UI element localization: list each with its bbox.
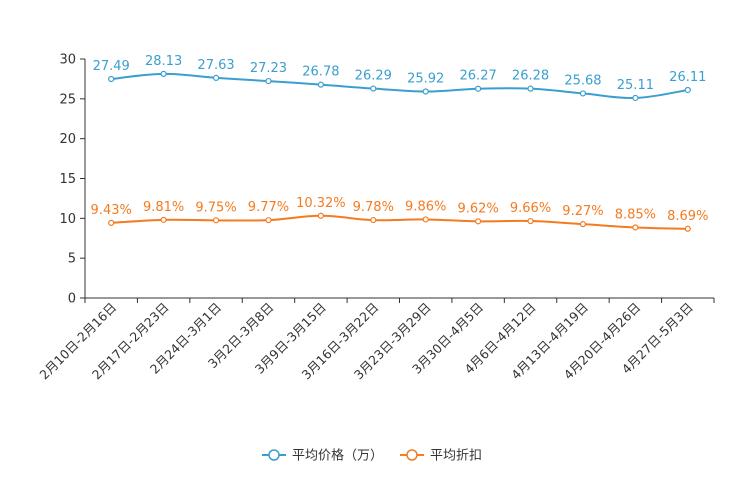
data-label: 8.69% — [667, 209, 708, 224]
legend-label: 平均价格（万） — [292, 448, 383, 464]
data-label: 9.66% — [510, 201, 551, 216]
data-point — [475, 85, 482, 92]
data-point — [632, 224, 639, 231]
data-point — [422, 88, 429, 95]
legend-marker-icon — [268, 449, 280, 461]
data-point — [579, 90, 587, 97]
data-label: 25.11 — [617, 78, 654, 93]
y-tick-label: 5 — [68, 252, 76, 267]
y-tick-label: 15 — [59, 172, 76, 187]
data-label: 25.68 — [564, 73, 601, 88]
data-point — [265, 77, 272, 85]
data-point — [684, 225, 691, 232]
data-point — [579, 221, 587, 228]
data-label: 26.29 — [355, 69, 392, 84]
y-tick-label: 25 — [59, 92, 76, 107]
data-label: 26.27 — [460, 69, 497, 84]
data-label: 25.92 — [407, 72, 444, 87]
data-point — [265, 217, 272, 224]
data-label: 9.43% — [91, 203, 132, 218]
data-label: 26.28 — [512, 69, 549, 84]
data-point — [422, 216, 429, 223]
data-label: 9.75% — [195, 200, 236, 215]
y-tick-label: 30 — [59, 53, 76, 68]
data-point — [370, 85, 377, 92]
data-label: 26.78 — [302, 65, 339, 80]
y-tick-label: 0 — [68, 292, 76, 307]
y-tick-label: 10 — [59, 212, 76, 227]
data-label: 9.27% — [562, 204, 603, 219]
data-label: 26.11 — [669, 70, 706, 85]
data-point — [108, 75, 115, 83]
y-tick-label: 20 — [59, 132, 76, 147]
series-line-1 — [111, 214, 688, 230]
data-labels: 27.49 28.13 27.63 27.23 26.78 26.29 25.92 26.27… — [91, 54, 709, 224]
data-point — [317, 81, 324, 88]
data-point — [160, 216, 167, 223]
data-label: 27.63 — [197, 58, 234, 73]
data-label: 9.81% — [143, 200, 184, 215]
legend-label: 平均折扣 — [430, 449, 482, 464]
data-point — [108, 219, 115, 226]
data-point — [212, 74, 220, 81]
axes: 0510152025302月10日-2月16日2月17日-2月23日2月24日-… — [36, 53, 715, 382]
series-layer — [108, 70, 691, 232]
data-label: 9.77% — [248, 200, 289, 215]
data-point — [317, 212, 324, 219]
data-point — [632, 94, 639, 102]
data-label: 27.23 — [250, 61, 287, 76]
data-label: 9.78% — [353, 200, 394, 215]
data-label: 27.49 — [93, 59, 130, 74]
data-point — [527, 85, 534, 92]
legend-marker-icon — [406, 449, 418, 461]
data-point — [684, 86, 691, 94]
data-point — [527, 217, 534, 225]
legend-item-0[interactable]: 平均价格（万） — [262, 448, 383, 464]
legend-item-1[interactable]: 平均折扣 — [400, 449, 482, 464]
data-point — [212, 217, 220, 224]
data-label: 28.13 — [145, 54, 182, 69]
data-point — [160, 70, 167, 77]
data-label: 10.32% — [296, 196, 346, 211]
data-label: 8.85% — [615, 207, 656, 222]
data-label: 9.86% — [405, 199, 446, 214]
data-point — [370, 216, 377, 224]
data-label: 9.62% — [457, 201, 498, 216]
series-line-0 — [111, 72, 688, 100]
legend[interactable]: 平均价格（万） 平均折扣 — [262, 448, 482, 464]
data-point — [475, 218, 482, 225]
